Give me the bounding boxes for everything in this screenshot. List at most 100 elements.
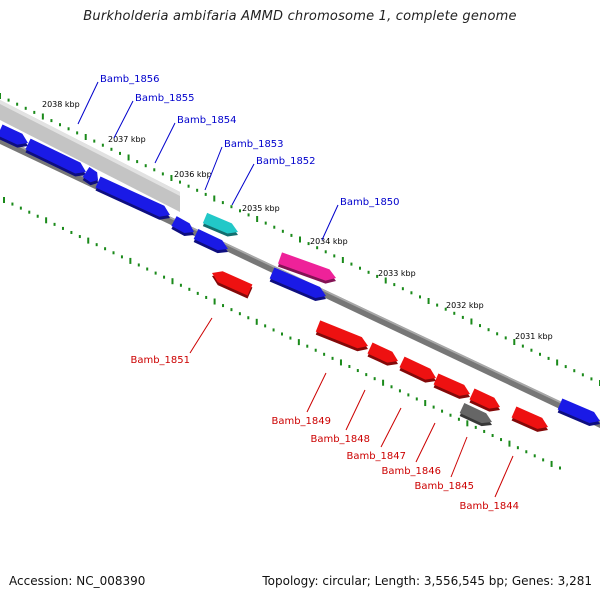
ruler-minor-tick [500, 438, 503, 442]
callout-bamb-1849[interactable]: Bamb_1849 [271, 372, 331, 427]
gene-cyan[interactable] [202, 212, 238, 237]
ruler-minor-tick [33, 110, 36, 114]
ruler-minor-tick [441, 409, 444, 413]
callout-line [77, 81, 99, 125]
ruler-minor-tick [483, 429, 486, 433]
ruler-minor-tick [407, 393, 410, 397]
ruler-minor-tick [314, 348, 317, 352]
ruler-minor-tick [76, 131, 79, 135]
ruler-major-tick [256, 216, 259, 222]
gene-blue-1[interactable] [0, 124, 28, 148]
gene-gray-large-top [0, 100, 180, 196]
scale-label: 2037 kbp [108, 135, 146, 144]
callout-line [113, 100, 134, 139]
ruler-minor-tick [205, 295, 208, 299]
gene-label: Bamb_1846 [381, 466, 441, 477]
ruler-minor-tick [479, 324, 481, 328]
ruler-major-tick [550, 460, 553, 467]
ruler-minor-tick [449, 413, 452, 417]
ruler-minor-tick [573, 369, 576, 373]
gene-blue-8[interactable] [557, 398, 600, 427]
gene-red-1849[interactable] [315, 320, 368, 352]
callout-bamb-1848[interactable]: Bamb_1848 [310, 389, 370, 445]
gene-body [399, 356, 436, 380]
gene-red-1846b[interactable] [469, 388, 500, 412]
gene-red-1848[interactable] [367, 342, 398, 366]
callout-bamb-1851[interactable]: Bamb_1851 [130, 317, 213, 366]
gene-red-1847[interactable] [399, 356, 436, 383]
callout-bamb-1854[interactable]: Bamb_1854 [154, 115, 237, 164]
ruler-minor-tick [316, 246, 319, 250]
gene-gray-large[interactable] [0, 100, 180, 212]
gene-blue-6[interactable] [193, 229, 228, 254]
ruler-minor-tick [70, 230, 73, 234]
ruler-minor-tick [581, 373, 584, 377]
gene-label: Bamb_1848 [310, 434, 370, 445]
gene-red-1851[interactable] [212, 271, 253, 299]
ruler-track-inner [3, 197, 561, 470]
ruler-minor-tick [11, 202, 14, 206]
callout-bamb-1853[interactable]: Bamb_1853 [204, 139, 284, 191]
ruler-major-tick [41, 113, 44, 120]
gene-label: Bamb_1854 [177, 115, 237, 126]
gene-label: Bamb_1851 [130, 355, 190, 366]
ruler-minor-tick [230, 308, 233, 312]
callout-bamb-1850[interactable]: Bamb_1850 [321, 197, 400, 241]
ruler-minor-tick [247, 316, 250, 320]
ruler-minor-tick [436, 303, 439, 307]
callout-line [494, 455, 514, 498]
callout-bamb-1847[interactable]: Bamb_1847 [346, 407, 406, 462]
callout-line [450, 436, 468, 478]
ruler-minor-tick [487, 328, 490, 332]
ruler-minor-tick [453, 311, 456, 315]
gene-gray-1845[interactable] [459, 403, 492, 427]
ruler-minor-tick [289, 336, 292, 340]
ruler-minor-tick [264, 221, 267, 225]
gene-blue-4[interactable] [95, 176, 170, 220]
ruler-major-tick [427, 298, 430, 304]
ruler-minor-tick [161, 172, 164, 176]
ruler-minor-tick [356, 369, 359, 373]
ruler-minor-tick [564, 365, 567, 369]
gene-label: Bamb_1849 [271, 416, 331, 427]
ruler-minor-tick [78, 235, 81, 239]
ruler-major-tick [171, 278, 174, 285]
ruler-minor-tick [432, 405, 435, 409]
genome-summary-text: Topology: circular; Length: 3,556,545 bp… [262, 574, 592, 588]
callout-line [189, 317, 213, 354]
callout-bamb-1846[interactable]: Bamb_1846 [381, 422, 441, 477]
ruler-major-tick [384, 277, 387, 284]
ruler-minor-tick [401, 287, 404, 291]
scale-label: 2038 kbp [42, 100, 80, 109]
ruler-minor-tick [239, 209, 241, 213]
callout-bamb-1844[interactable]: Bamb_1844 [459, 455, 519, 512]
callout-bamb-1855[interactable]: Bamb_1855 [113, 93, 195, 139]
gene-red-1844[interactable] [511, 406, 548, 432]
gene-red-1846[interactable] [433, 373, 470, 399]
gene-blue-7[interactable] [269, 267, 326, 301]
ruler-track-outer [0, 93, 600, 386]
ruler-minor-tick [238, 312, 241, 316]
ruler-major-tick [255, 318, 258, 325]
gene-blue-2[interactable] [25, 138, 86, 177]
accession-text: Accession: NC_008390 [9, 574, 146, 588]
ruler-minor-tick [24, 106, 27, 110]
gene-magenta[interactable] [277, 252, 336, 284]
ruler-major-tick [341, 257, 344, 263]
ruler-minor-tick [306, 344, 309, 348]
scale-label: 2034 kbp [310, 237, 348, 246]
callout-bamb-1856[interactable]: Bamb_1856 [77, 74, 160, 125]
ruler-minor-tick [144, 164, 147, 168]
ruler-minor-tick [153, 168, 156, 172]
gene-blue-3[interactable] [82, 167, 98, 186]
ruler-major-tick [466, 420, 469, 427]
ruler-minor-tick [179, 283, 182, 287]
ruler-major-tick [129, 257, 132, 264]
ruler-minor-tick [539, 352, 541, 356]
gene-blue-5[interactable] [171, 216, 194, 236]
ruler-minor-tick [547, 356, 550, 360]
scale-label: 2035 kbp [242, 204, 280, 213]
gene-label: Bamb_1847 [346, 451, 406, 462]
callout-bamb-1852[interactable]: Bamb_1852 [231, 156, 316, 206]
callout-bamb-1845[interactable]: Bamb_1845 [414, 436, 474, 492]
